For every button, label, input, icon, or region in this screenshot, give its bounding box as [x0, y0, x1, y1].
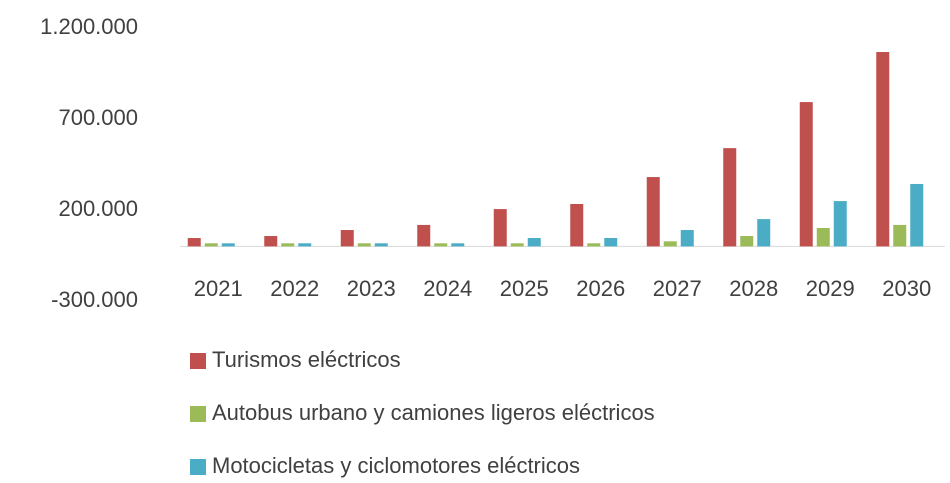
bar — [757, 219, 771, 247]
bar — [570, 203, 584, 247]
bar — [893, 224, 907, 247]
bar — [816, 228, 830, 247]
bar — [298, 243, 312, 247]
bar — [833, 201, 847, 247]
bar — [187, 238, 201, 247]
bar — [357, 243, 371, 247]
x-tick-label: 2026 — [576, 276, 625, 301]
x-tick-label: 2025 — [500, 276, 549, 301]
bar — [799, 102, 813, 247]
x-tick-label: 2022 — [270, 276, 319, 301]
bar — [587, 243, 601, 247]
x-tick-label: 2024 — [423, 276, 472, 301]
x-tick-label: 2029 — [806, 276, 855, 301]
x-tick-label: 2021 — [194, 276, 243, 301]
legend-swatch — [190, 406, 206, 422]
y-tick-label: 200.000 — [58, 196, 138, 221]
x-tick-label: 2027 — [653, 276, 702, 301]
x-tick-label: 2023 — [347, 276, 396, 301]
bar — [680, 230, 694, 247]
x-tick-label: 2028 — [729, 276, 778, 301]
bar — [876, 52, 890, 247]
bar — [723, 148, 737, 247]
bar — [264, 236, 278, 247]
bar — [434, 243, 448, 247]
bar — [510, 243, 524, 247]
y-tick-label: -300.000 — [51, 287, 138, 312]
bar — [340, 230, 354, 247]
bar — [910, 183, 924, 247]
bar — [451, 243, 465, 247]
bar — [527, 238, 541, 247]
legend-swatch — [190, 459, 206, 475]
bar — [204, 243, 218, 247]
bar — [740, 236, 754, 247]
bar — [221, 243, 235, 247]
legend-label: Motocicletas y ciclomotores eléctricos — [212, 453, 580, 478]
legend-label: Autobus urbano y camiones ligeros eléctr… — [212, 400, 655, 425]
y-tick-label: 1.200.000 — [40, 14, 138, 39]
y-tick-label: 700.000 — [58, 105, 138, 130]
bar — [493, 209, 507, 247]
x-tick-label: 2030 — [882, 276, 931, 301]
bar — [417, 224, 431, 247]
bar — [663, 241, 677, 247]
bar — [374, 243, 388, 247]
legend-label: Turismos eléctricos — [212, 347, 401, 372]
bar — [281, 243, 295, 247]
bar — [646, 177, 660, 247]
bar — [604, 238, 618, 247]
legend-swatch — [190, 353, 206, 369]
